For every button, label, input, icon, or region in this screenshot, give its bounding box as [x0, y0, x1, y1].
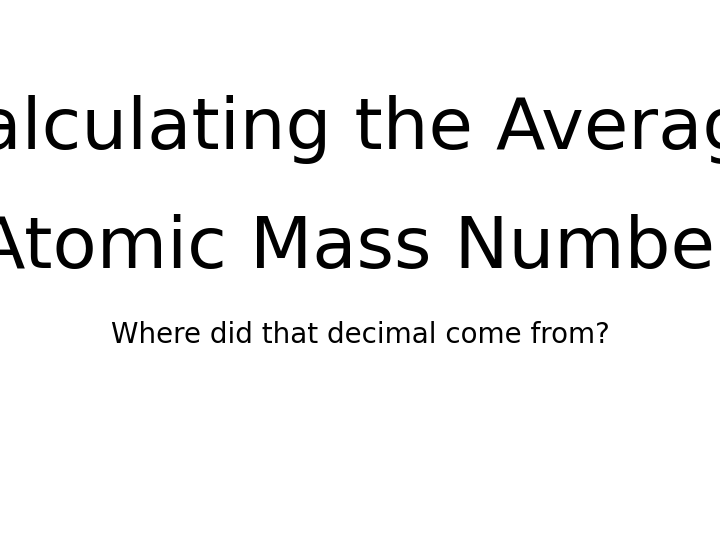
- Text: Where did that decimal come from?: Where did that decimal come from?: [111, 321, 609, 349]
- Text: Calculating the Average: Calculating the Average: [0, 95, 720, 164]
- Text: Atomic Mass Number: Atomic Mass Number: [0, 214, 720, 283]
